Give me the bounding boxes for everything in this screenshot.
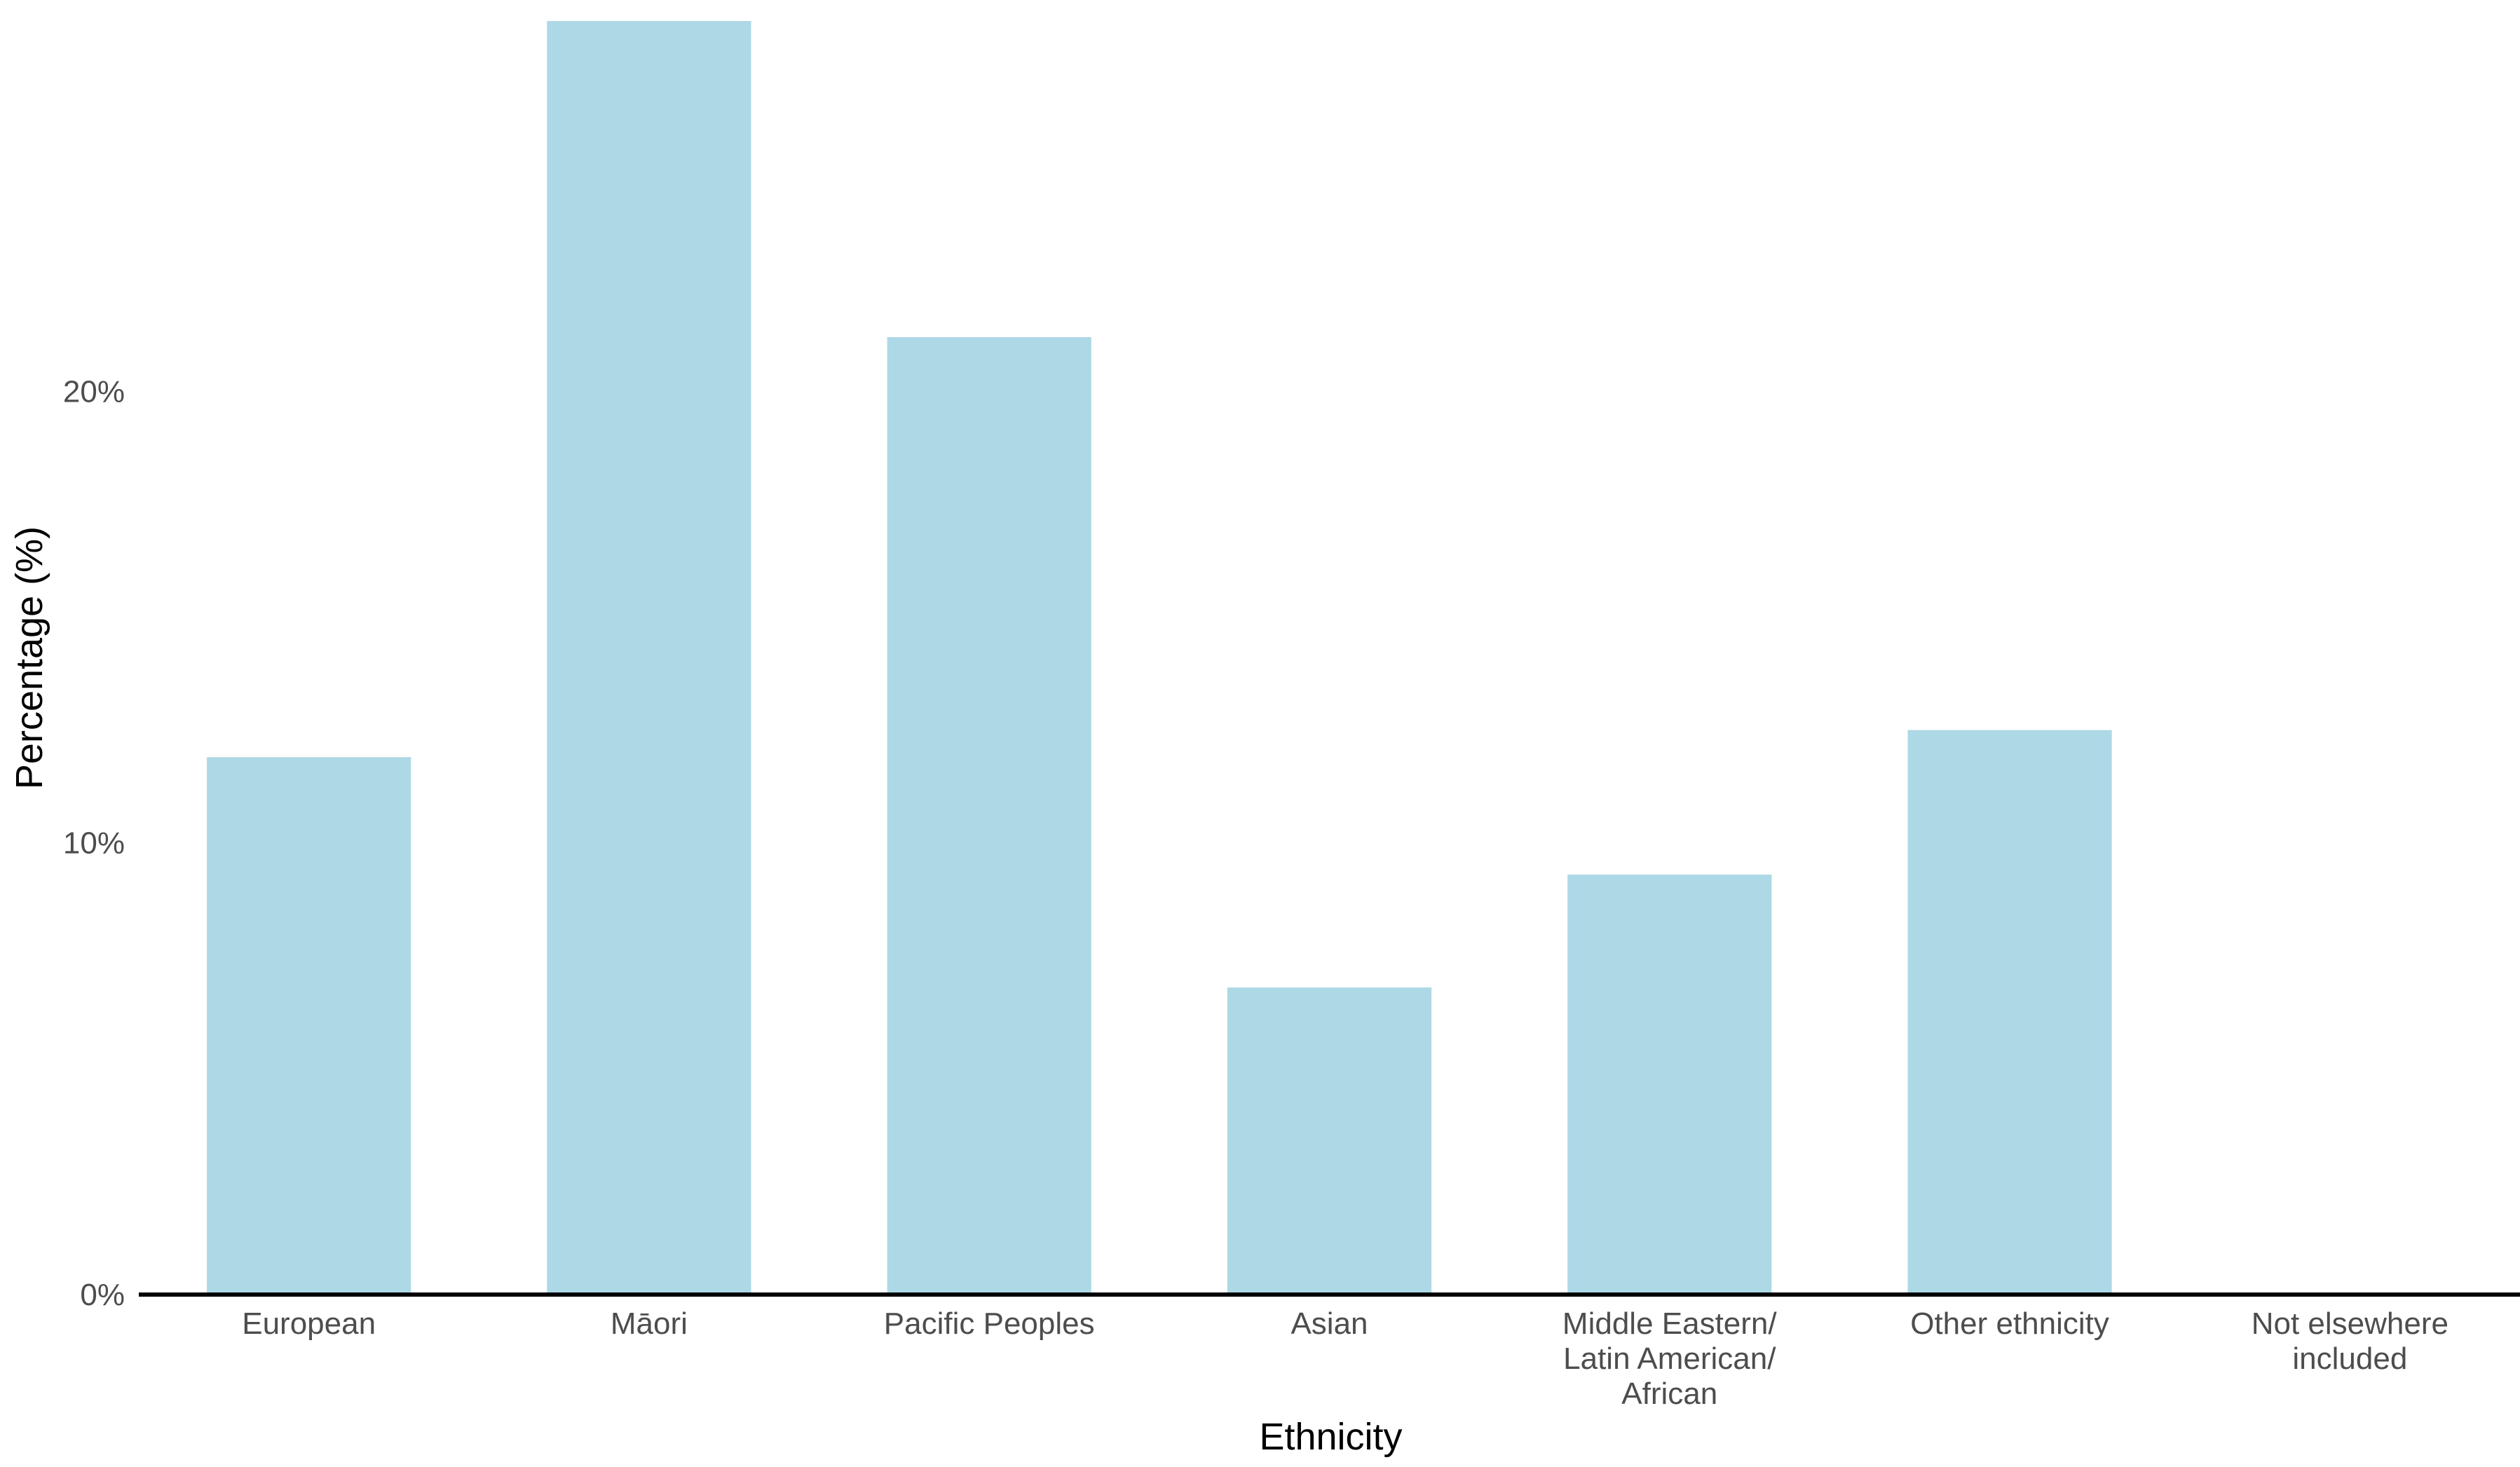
x-tick-label: Not elsewhere included — [2252, 1306, 2449, 1376]
x-tick-label-line: Asian — [1290, 1306, 1368, 1341]
x-tick-label-line: Middle Eastern/ — [1562, 1306, 1777, 1341]
x-tick-label: Pacific Peoples — [884, 1306, 1095, 1341]
x-tick-label-line: Pacific Peoples — [884, 1306, 1095, 1341]
x-tick-label: Māori — [611, 1306, 688, 1341]
x-tick-label-line: Latin American/ — [1563, 1342, 1776, 1376]
x-tick-label-line: Not elsewhere — [2252, 1306, 2449, 1341]
x-tick-label-line: Māori — [611, 1306, 688, 1341]
x-tick-label: Middle Eastern/Latin American/African — [1562, 1306, 1777, 1411]
x-tick-label-line: African — [1621, 1377, 1717, 1411]
bar-4 — [1567, 874, 1772, 1295]
x-axis-title: Ethnicity — [1259, 1416, 1402, 1458]
x-tick-label: Other ethnicity — [1910, 1306, 2109, 1341]
x-tick-label-line: Other ethnicity — [1910, 1306, 2109, 1341]
bar-2 — [887, 337, 1091, 1295]
x-tick-labels: European Māori Pacific Peoples Asian Middle … — [242, 1306, 2449, 1411]
y-tick-labels: 0% 10% 20% — [63, 374, 125, 1312]
bar-0 — [207, 757, 411, 1295]
bar-3 — [1227, 987, 1432, 1295]
y-tick-label: 10% — [63, 826, 125, 861]
x-tick-label-line: European — [242, 1306, 376, 1341]
bar-5 — [1907, 730, 2112, 1295]
bars-group — [207, 21, 2112, 1295]
y-axis-title: Percentage (%) — [8, 526, 50, 789]
y-tick-label: 0% — [80, 1278, 125, 1312]
y-tick-label: 20% — [63, 374, 125, 409]
x-tick-label-line: included — [2292, 1342, 2407, 1376]
bar-1 — [547, 21, 751, 1295]
x-tick-label: European — [242, 1306, 376, 1341]
x-tick-label: Asian — [1290, 1306, 1368, 1341]
